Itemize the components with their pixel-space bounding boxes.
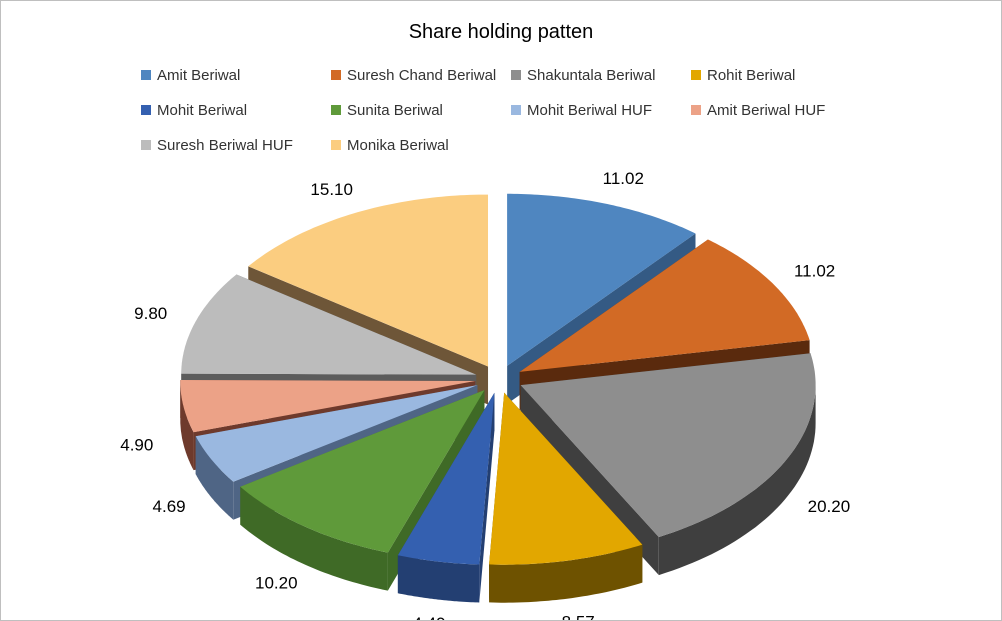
data-label: 10.20 [255, 574, 298, 593]
legend-label: Sunita Beriwal [347, 101, 443, 119]
data-label: 20.20 [808, 497, 851, 516]
pie-slice [397, 392, 495, 603]
legend-swatch [141, 105, 151, 115]
legend-swatch [511, 70, 521, 80]
legend-swatch [331, 70, 341, 80]
slice-top [248, 194, 489, 367]
legend-label: Amit Beriwal [157, 66, 241, 84]
legend-label: Shakuntala Beriwal [527, 66, 656, 84]
legend-swatch [141, 70, 151, 80]
legend-label: Monika Beriwal [347, 136, 449, 154]
legend-item: Rohit Beriwal [691, 63, 795, 87]
data-label: 11.02 [603, 169, 644, 188]
slice-top [240, 390, 485, 553]
legend-swatch [331, 105, 341, 115]
slice-side [658, 385, 816, 576]
legend-item: Amit Beriwal HUF [691, 98, 825, 122]
legend-label: Rohit Beriwal [707, 66, 796, 84]
slice-wall [479, 392, 495, 603]
slice-top [181, 274, 477, 375]
chart-title: Share holding patten [408, 21, 594, 43]
legend-swatch [691, 70, 701, 80]
slice-side [489, 544, 643, 603]
data-labels: 11.02 11.02 20.20 8.57 4.49 10.20 4.69 4.90 9.80… [120, 169, 850, 620]
legend-label: Suresh Chand Beriwal [347, 66, 497, 84]
data-label: 4.49 [412, 614, 445, 620]
data-label: 4.90 [120, 436, 153, 455]
data-label: 8.57 [562, 613, 595, 620]
legend-label: Amit Beriwal HUF [707, 101, 826, 119]
pie-slices [180, 193, 816, 603]
legend-swatch [691, 105, 701, 115]
legend-item: Suresh Chand Beriwal [331, 63, 496, 87]
legend-label: Mohit Beriwal [157, 101, 248, 119]
slice-side [240, 486, 388, 591]
legend-swatch [511, 105, 521, 115]
slice-side [397, 555, 480, 603]
legend-item: Amit Beriwal [141, 63, 240, 87]
slice-top [195, 385, 478, 482]
slice-top [180, 380, 476, 433]
legend-item: Suresh Beriwal HUF [141, 133, 293, 157]
slice-top [519, 239, 810, 372]
legend-swatch [141, 140, 151, 150]
legend-item: Monika Beriwal [331, 133, 449, 157]
data-label: 4.69 [153, 497, 186, 516]
slice-top [520, 353, 816, 538]
legend-label: Suresh Beriwal HUF [157, 136, 293, 154]
data-label: 11.02 [794, 262, 835, 281]
pie-slice [489, 392, 643, 603]
slice-top [489, 392, 643, 565]
legend-label: Mohit Beriwal HUF [527, 101, 653, 119]
legend-item: Sunita Beriwal [331, 98, 443, 122]
slice-side [195, 436, 234, 520]
legend-item: Shakuntala Beriwal [511, 63, 655, 87]
legend-item: Mohit Beriwal [141, 98, 247, 122]
legend-swatch [331, 140, 341, 150]
legend-item: Mohit Beriwal HUF [511, 98, 652, 122]
data-label: 9.80 [134, 304, 167, 323]
data-label: 15.10 [310, 180, 353, 199]
slice-side [180, 381, 194, 471]
slice-top [507, 193, 696, 366]
slice-top [397, 392, 495, 565]
